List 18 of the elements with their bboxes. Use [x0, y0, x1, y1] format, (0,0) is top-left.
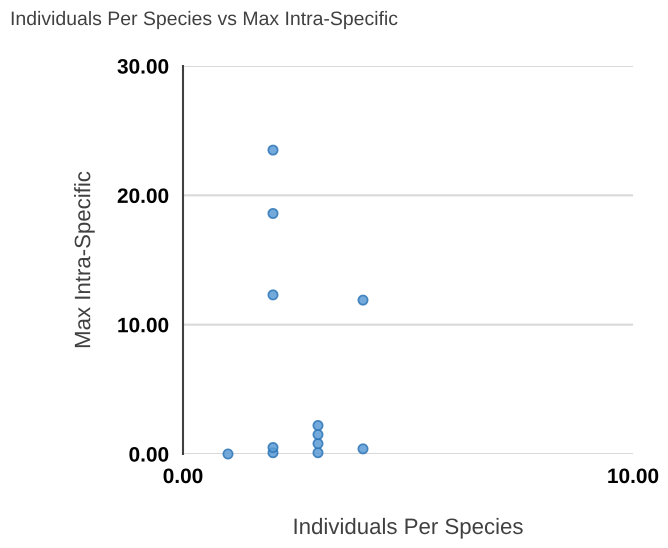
y-tick-label: 0.00: [129, 447, 168, 462]
point: [222, 448, 234, 460]
point: [268, 289, 278, 300]
point: [358, 294, 368, 306]
y-tick-label: 10.00: [118, 318, 168, 332]
point: [268, 442, 278, 454]
y-axis-title: Max Intra-Specific: [74, 172, 95, 348]
point: [358, 443, 368, 454]
chart-title: Individuals Per Species vs Max Intra-Specific: [12, 10, 398, 30]
point: [312, 429, 324, 440]
point: [312, 438, 324, 450]
point: [268, 208, 278, 219]
point: [312, 447, 324, 458]
y-tick-label: 20.00: [118, 188, 168, 204]
point: [312, 420, 324, 432]
x-axis-title: Individuals Per Species: [294, 518, 523, 539]
point: [268, 144, 278, 156]
y-tick-label: 30.00: [117, 59, 168, 74]
